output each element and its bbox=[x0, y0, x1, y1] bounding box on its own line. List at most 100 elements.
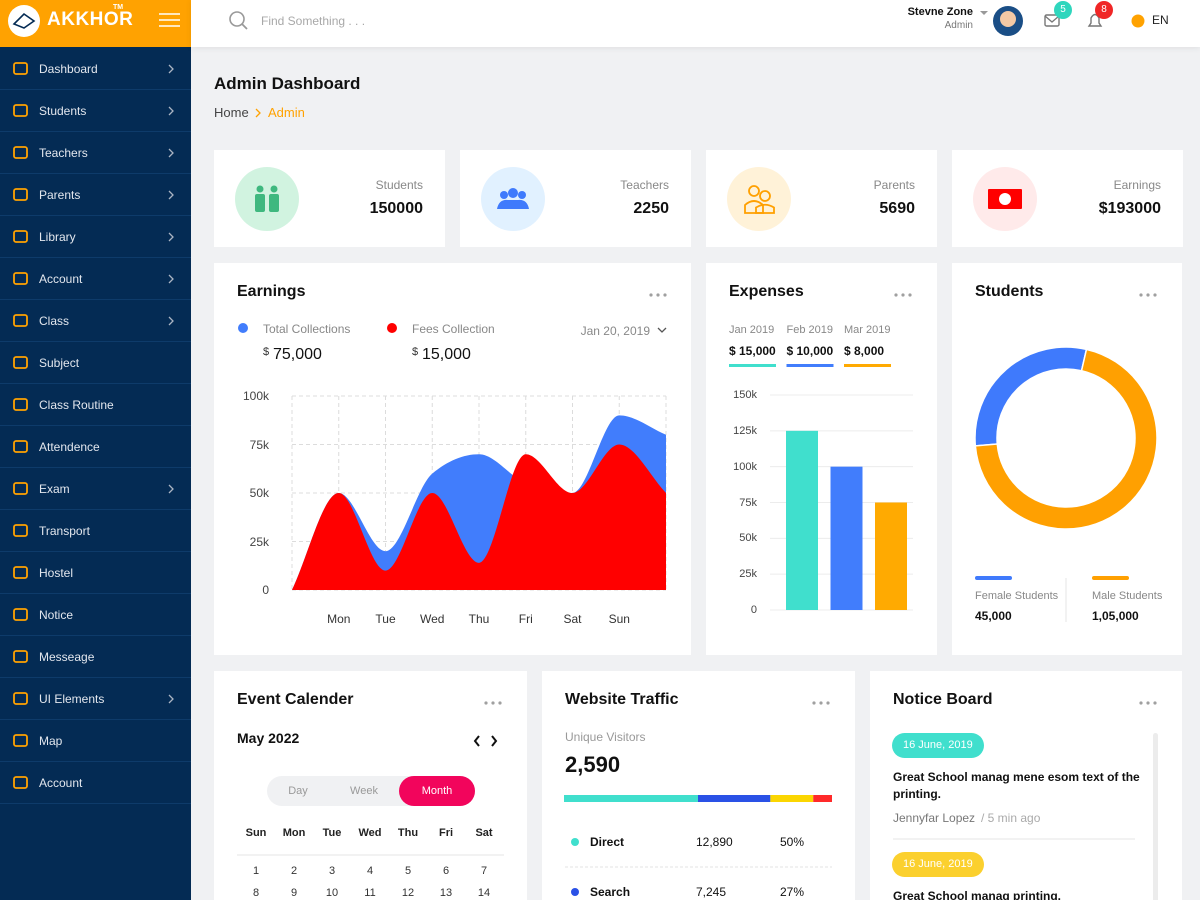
sidebar-label[interactable]: Transport bbox=[39, 524, 90, 538]
y-tick-label: 0 bbox=[750, 604, 757, 616]
view-tab[interactable]: Month bbox=[421, 785, 453, 797]
calendar-day[interactable]: 2 bbox=[290, 865, 298, 877]
calendar-day[interactable]: 3 bbox=[328, 865, 336, 877]
y-tick-label: 75k bbox=[249, 437, 269, 452]
sidebar-label[interactable]: Account bbox=[39, 272, 83, 286]
search-input[interactable]: Find Something . . . bbox=[261, 14, 366, 28]
sidebar-label[interactable]: Notice bbox=[39, 608, 74, 622]
sidebar-label[interactable]: Dashboard bbox=[39, 62, 98, 76]
notice-time: / 5 min ago bbox=[981, 811, 1041, 825]
sidebar-label[interactable]: Class Routine bbox=[39, 398, 114, 412]
breadcrumb-separator bbox=[255, 108, 261, 118]
breadcrumb-current: Admin bbox=[268, 105, 305, 120]
sidebar-item[interactable] bbox=[0, 300, 191, 342]
view-tab-active[interactable] bbox=[399, 776, 475, 806]
sidebar-label[interactable]: Hostel bbox=[39, 566, 74, 580]
source-percent: 50% bbox=[780, 835, 805, 849]
sidebar-item[interactable] bbox=[0, 720, 191, 762]
legend-label: Fees Collection bbox=[412, 322, 495, 336]
source-visitors: 12,890 bbox=[696, 835, 733, 849]
y-tick-label: 150k bbox=[733, 389, 757, 401]
sidebar-label[interactable]: Exam bbox=[39, 482, 70, 496]
calendar-day[interactable]: 8 bbox=[252, 887, 260, 899]
sidebar-item[interactable] bbox=[0, 594, 191, 636]
weekday: Tue bbox=[322, 827, 342, 839]
user-role: Admin bbox=[944, 20, 973, 31]
sidebar-label[interactable]: Map bbox=[39, 734, 63, 748]
message-count[interactable]: 5 bbox=[1060, 4, 1066, 15]
sidebar-item[interactable] bbox=[0, 258, 191, 300]
stat-value: 2250 bbox=[633, 200, 669, 217]
stat-card bbox=[214, 150, 445, 247]
sidebar-item[interactable] bbox=[0, 552, 191, 594]
sidebar-label[interactable]: UI Elements bbox=[39, 692, 105, 706]
card-title: Website Traffic bbox=[565, 691, 679, 708]
sidebar-item[interactable] bbox=[0, 636, 191, 678]
sidebar-item[interactable] bbox=[0, 468, 191, 510]
legend-currency: $ bbox=[412, 346, 419, 358]
sidebar-label[interactable]: Account bbox=[39, 776, 83, 790]
language[interactable]: EN bbox=[1152, 13, 1169, 27]
sidebar-label[interactable]: Class bbox=[39, 314, 70, 328]
top-header bbox=[191, 0, 1200, 47]
brand-name: AKKHOR bbox=[47, 9, 134, 30]
card-title: Earnings bbox=[237, 283, 306, 300]
y-tick-label: 25k bbox=[739, 568, 757, 581]
weekday: Mon bbox=[282, 827, 306, 839]
weekday: Thu bbox=[397, 827, 419, 839]
y-tick-label: 0 bbox=[262, 583, 269, 597]
sidebar bbox=[0, 0, 191, 900]
sidebar-label[interactable]: Parents bbox=[39, 188, 81, 202]
sidebar-label[interactable]: Attendence bbox=[39, 440, 100, 454]
sidebar-label[interactable]: Messeage bbox=[39, 650, 95, 664]
calendar-day[interactable]: 13 bbox=[439, 887, 453, 899]
calendar-day[interactable]: 4 bbox=[366, 865, 374, 877]
sidebar-item[interactable] bbox=[0, 216, 191, 258]
notice-date: 16 June, 2019 bbox=[892, 852, 984, 877]
sidebar-item[interactable] bbox=[0, 90, 191, 132]
month-label: Feb 2019 bbox=[786, 324, 833, 336]
source-visitors: 7,245 bbox=[696, 885, 727, 899]
card-title: Notice Board bbox=[893, 691, 993, 708]
sidebar-item[interactable] bbox=[0, 678, 191, 720]
month-amount: $ 10,000 bbox=[786, 344, 834, 358]
calendar-day[interactable]: 10 bbox=[325, 887, 339, 899]
legend-label: Female Students bbox=[975, 590, 1059, 602]
breadcrumb-home[interactable]: Home bbox=[214, 105, 249, 120]
view-tab[interactable]: Day bbox=[288, 785, 308, 797]
calendar-month: May 2022 bbox=[237, 730, 300, 746]
notification-count[interactable]: 8 bbox=[1101, 4, 1107, 15]
notice-text[interactable]: Great School manag mene esom text of the… bbox=[893, 770, 1140, 801]
calendar-day[interactable]: 5 bbox=[404, 865, 412, 877]
stat-card bbox=[460, 150, 691, 247]
sidebar-item[interactable] bbox=[0, 510, 191, 552]
calendar-day[interactable]: 12 bbox=[401, 887, 415, 899]
legend-currency: $ bbox=[263, 346, 270, 358]
sidebar-label[interactable]: Teachers bbox=[39, 146, 88, 160]
view-tab[interactable]: Week bbox=[350, 785, 378, 797]
sidebar-item[interactable] bbox=[0, 384, 191, 426]
sidebar-item[interactable] bbox=[0, 48, 191, 90]
calendar-day[interactable]: 7 bbox=[480, 865, 488, 877]
sidebar-item[interactable] bbox=[0, 342, 191, 384]
calendar-day[interactable]: 1 bbox=[252, 865, 260, 877]
x-tick-label: Sun bbox=[608, 612, 630, 626]
sidebar-item[interactable] bbox=[0, 762, 191, 804]
sidebar-label[interactable]: Students bbox=[39, 104, 87, 118]
calendar-day[interactable]: 14 bbox=[477, 887, 491, 899]
legend-total: 15,000 bbox=[422, 346, 471, 363]
date-select[interactable]: Jan 20, 2019 bbox=[580, 324, 650, 338]
sidebar-item[interactable] bbox=[0, 426, 191, 468]
sidebar-item[interactable] bbox=[0, 174, 191, 216]
stat-value: 150000 bbox=[369, 200, 423, 217]
calendar-day[interactable]: 6 bbox=[442, 865, 450, 877]
notice-text[interactable]: Great School manag printing. bbox=[893, 889, 1062, 900]
sidebar-label[interactable]: Subject bbox=[39, 356, 80, 370]
sidebar-item[interactable] bbox=[0, 132, 191, 174]
calendar-day[interactable]: 9 bbox=[290, 887, 298, 899]
calendar-day[interactable]: 11 bbox=[364, 887, 376, 899]
card-title: Event Calender bbox=[237, 691, 354, 708]
sidebar-label[interactable]: Library bbox=[39, 230, 76, 244]
legend-total: 75,000 bbox=[273, 346, 322, 363]
